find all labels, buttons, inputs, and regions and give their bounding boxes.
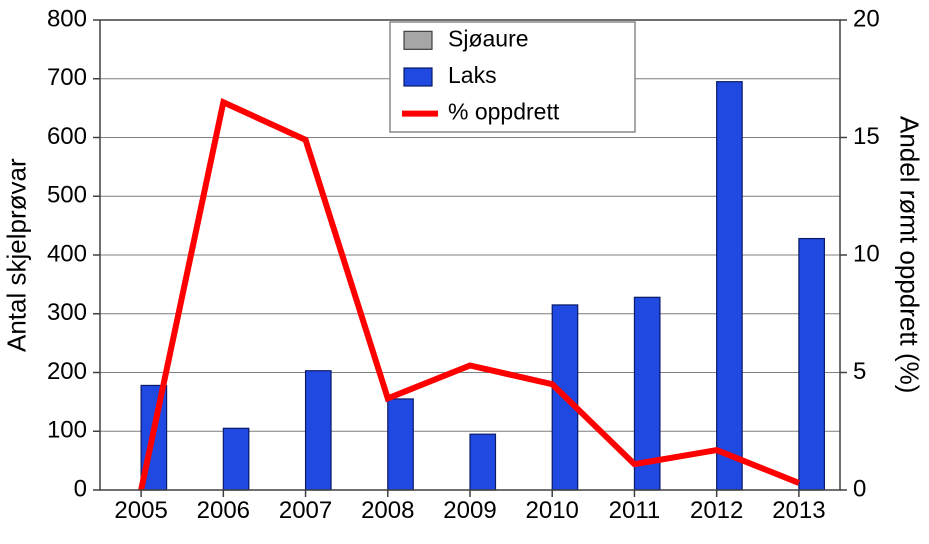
x-tick: 2006 <box>197 497 250 524</box>
y-left-tick: 600 <box>47 123 87 150</box>
y-left-tick: 100 <box>47 417 87 444</box>
y-left-tick: 700 <box>47 64 87 91</box>
legend-swatch <box>404 31 432 49</box>
legend: Sjøaure Laks % oppdrett <box>390 22 635 132</box>
x-tick: 2010 <box>526 497 579 524</box>
y-right-tick: 15 <box>853 123 880 150</box>
chart-container: 0 100 200 300 400 500 600 700 800 0 5 10 15 20 2005 200… <box>0 0 929 539</box>
x-tick: 2005 <box>114 497 167 524</box>
bar-laks <box>717 82 742 490</box>
y-left-tick: 500 <box>47 182 87 209</box>
x-tick: 2008 <box>361 497 414 524</box>
y-left-tick: 0 <box>74 475 87 502</box>
y-right-tick: 0 <box>853 475 866 502</box>
legend-label: % oppdrett <box>448 99 560 125</box>
y-left-tick: 800 <box>47 5 87 32</box>
legend-label: Sjøaure <box>448 25 529 51</box>
bars-group <box>141 82 824 490</box>
y-axis-left-label: Antal skjelprøvar <box>0 20 34 490</box>
x-tick: 2009 <box>443 497 496 524</box>
bar-laks <box>799 239 824 490</box>
x-tick: 2012 <box>690 497 743 524</box>
y-left-tick: 200 <box>47 358 87 385</box>
y-right-tick: 10 <box>853 240 880 267</box>
y-axis-right-label: Andel rømt oppdrett (%) <box>889 20 929 490</box>
bar-laks <box>223 428 248 490</box>
x-tick: 2013 <box>772 497 825 524</box>
bar-laks <box>470 434 495 490</box>
y-right-tick: 5 <box>853 358 866 385</box>
y-left-tick: 400 <box>47 240 87 267</box>
legend-label: Laks <box>448 62 497 88</box>
chart-svg: 0 100 200 300 400 500 600 700 800 0 5 10 15 20 2005 200… <box>0 0 929 539</box>
bar-laks <box>306 371 331 490</box>
legend-swatch <box>404 68 432 86</box>
bar-laks <box>388 399 413 490</box>
x-tick: 2011 <box>609 497 661 524</box>
y-left-tick: 300 <box>47 299 87 326</box>
y-right-tick: 20 <box>853 5 880 32</box>
x-tick: 2007 <box>279 497 332 524</box>
